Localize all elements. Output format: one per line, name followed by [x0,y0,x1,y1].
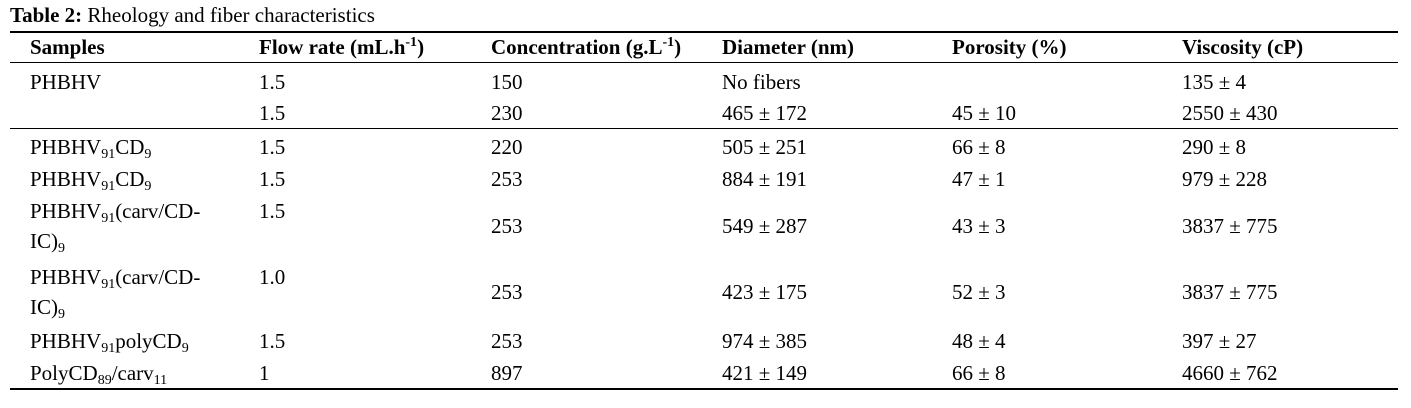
cell-flow-rate: 1.5 [259,135,286,159]
header-samples: Samples [30,35,105,59]
header-diameter: Diameter (nm) [722,35,854,59]
header-concentration: Concentration (g.L-1) [491,35,682,59]
cell-flow-rate: 1.5 [259,70,286,94]
cell-diameter: No fibers [722,70,801,94]
cell-porosity: 52 ± 3 [952,280,1006,304]
table-top-rule [10,31,1398,33]
cell-concentration: 230 [491,101,523,125]
cell-diameter: 974 ± 385 [722,329,808,353]
cell-porosity: 45 ± 10 [952,101,1017,125]
cell-flow-rate: 1.5 [259,329,286,353]
cell-concentration: 253 [491,329,523,353]
cell-flow-rate: 1.5 [259,101,286,125]
cell-viscosity: 3837 ± 775 [1182,214,1278,238]
cell-sample: PHBHV91CD9 [30,167,152,194]
cell-flow-rate: 1.5 [259,199,286,223]
cell-porosity: 66 ± 8 [952,135,1006,159]
cell-concentration: 220 [491,135,523,159]
group-rule [10,128,1398,129]
cell-concentration: 253 [491,280,523,304]
cell-viscosity: 397 ± 27 [1182,329,1257,353]
header-flow-rate: Flow rate (mL.h-1) [259,35,425,59]
cell-diameter: 549 ± 287 [722,214,808,238]
cell-sample: PHBHV91CD9 [30,135,152,162]
cell-concentration: 253 [491,214,523,238]
cell-sample: PHBHV [30,70,102,94]
table-bottom-rule [10,388,1398,390]
cell-viscosity: 2550 ± 430 [1182,101,1278,125]
cell-concentration: 897 [491,361,523,385]
table-caption-text: Rheology and fiber characteristics [82,3,375,27]
cell-flow-rate: 1.5 [259,167,286,191]
cell-diameter: 884 ± 191 [722,167,808,191]
cell-porosity: 47 ± 1 [952,167,1006,191]
header-porosity: Porosity (%) [952,35,1067,59]
cell-diameter: 465 ± 172 [722,101,808,125]
cell-porosity: 43 ± 3 [952,214,1006,238]
cell-sample: PHBHV91(carv/CD- [30,265,201,292]
cell-viscosity: 135 ± 4 [1182,70,1247,94]
cell-viscosity: 4660 ± 762 [1182,361,1278,385]
table-caption-label: Table 2: [10,3,83,27]
cell-diameter: 505 ± 251 [722,135,808,159]
cell-porosity: 48 ± 4 [952,329,1006,353]
cell-concentration: 253 [491,167,523,191]
cell-viscosity: 290 ± 8 [1182,135,1247,159]
cell-sample: PHBHV91polyCD9 [30,329,189,356]
cell-sample: PolyCD89/carv11 [30,361,168,388]
cell-flow-rate: 1.0 [259,265,286,289]
cell-diameter: 421 ± 149 [722,361,808,385]
cell-diameter: 423 ± 175 [722,280,808,304]
cell-sample-continued: IC)9 [30,295,65,322]
cell-sample-continued: IC)9 [30,229,65,256]
cell-porosity: 66 ± 8 [952,361,1006,385]
cell-viscosity: 979 ± 228 [1182,167,1268,191]
header-rule [10,62,1398,63]
cell-viscosity: 3837 ± 775 [1182,280,1278,304]
table-caption: Table 2: Rheology and fiber characterist… [10,3,375,27]
cell-concentration: 150 [491,70,523,94]
header-viscosity: Viscosity (cP) [1182,35,1304,59]
cell-sample: PHBHV91(carv/CD- [30,199,201,226]
cell-flow-rate: 1 [259,361,270,385]
